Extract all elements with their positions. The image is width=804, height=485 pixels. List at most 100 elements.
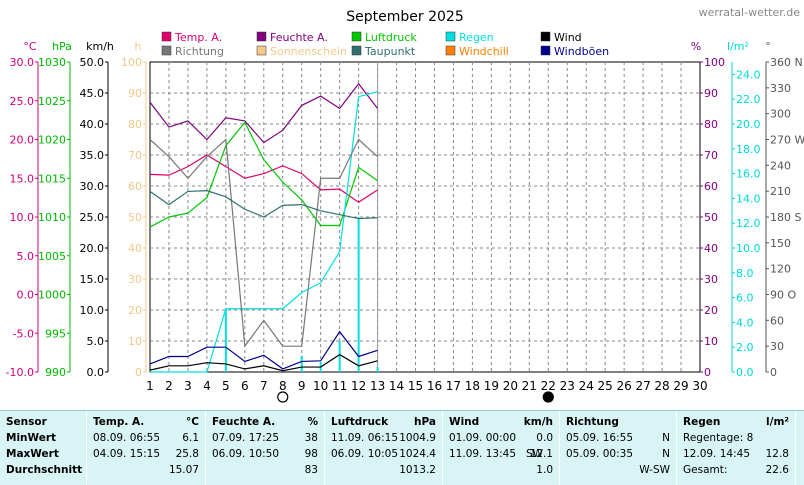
legend-swatch (351, 45, 362, 56)
right-axis-tick-label: 300 (770, 108, 791, 121)
left-axis-tick-label: -5.0 (13, 327, 34, 340)
left-axis-tick-label: 20.0 (10, 134, 35, 147)
left-axis-tick-label: 70 (128, 149, 142, 162)
legend-label: Windchill (459, 45, 509, 58)
x-tick-label: 13 (370, 379, 385, 393)
x-tick-label: 16 (427, 379, 442, 393)
x-tick-label: 21 (522, 379, 537, 393)
left-axis-tick-label: 1000 (38, 289, 66, 302)
wind-max-time: 11.09. 13:45 (449, 448, 516, 460)
series-line-richtung (149, 138, 378, 348)
x-tick-label: 20 (503, 379, 518, 393)
right-axis-tick-label: 4.0 (736, 316, 754, 329)
x-tick-label: 1 (146, 379, 154, 393)
x-tick-label: 10 (313, 379, 328, 393)
x-tick-label: 4 (203, 379, 211, 393)
left-axis-tick-label: 1025 (38, 95, 66, 108)
label-min: MinWert (6, 432, 57, 444)
wind-title: Wind (449, 416, 480, 428)
stats-pressure-column: Luftdruck hPa 11.09. 06:15 1004.9 06.09. 1… (325, 411, 443, 485)
humidity-max-time: 06.09. 10:50 (212, 448, 279, 460)
temp-min-value: 6.1 (182, 432, 199, 444)
stats-temp-column: Temp. A. °C 08.09. 06:55 6.1 04.09. 15:15 2… (87, 411, 206, 485)
label-max: MaxWert (6, 448, 59, 460)
x-tick-label: 2 (165, 379, 173, 393)
pressure-min-time: 11.09. 06:15 (331, 432, 398, 444)
right-axis-unit: ° (765, 40, 771, 53)
x-tick-label: 11 (332, 379, 347, 393)
pressure-avg-value: 1013.2 (399, 464, 436, 476)
axes: 1 2 3 4 5 6 7 8 9 10 11 12 13 14 15 16 17 18 19 20 21 22 23 24 2… (6, 40, 804, 403)
series-line-windb-en (149, 330, 378, 370)
temp-max-value: 25.8 (175, 448, 199, 460)
x-tick-label: 30 (692, 379, 707, 393)
x-tick-label: 12 (351, 379, 366, 393)
right-axis-tick-label: 80 (704, 118, 718, 131)
x-tick-label: 6 (241, 379, 249, 393)
left-axis-tick-label: 30.0 (80, 180, 105, 193)
left-axis-unit: hPa (52, 40, 72, 53)
humidity-min-time: 07.09. 17:25 (212, 432, 279, 444)
legend-label: Sonnenschein (270, 45, 347, 58)
moon-new-icon (542, 391, 554, 403)
left-axis-tick-label: 25.0 (10, 95, 35, 108)
right-axis-tick-label: 50 (704, 211, 718, 224)
humidity-min-value: 38 (304, 432, 318, 444)
left-axis-tick-label: 20 (128, 304, 142, 317)
x-tick-label: 18 (465, 379, 480, 393)
right-axis-tick-label: 30 (770, 340, 784, 353)
left-axis-tick-label: 1030 (38, 56, 66, 69)
left-axis-tick-label: 40 (128, 242, 142, 255)
left-axis-tick-label: 5.0 (87, 335, 105, 348)
x-tick-label: 3 (184, 379, 192, 393)
x-tick-label: 8 (279, 379, 287, 393)
wind-avg-value: 1.0 (536, 464, 553, 476)
left-axis-tick-label: 50.0 (80, 56, 105, 69)
series-line-luftdruck (149, 121, 378, 228)
humidity-avg-value: 83 (304, 464, 318, 476)
right-axis-tick-label: 0 (770, 366, 777, 379)
x-tick-label: 9 (298, 379, 306, 393)
right-axis-tick-label: 360 N (770, 56, 803, 69)
left-axis-tick-label: 15.0 (10, 172, 35, 185)
right-axis-tick-label: 8.0 (736, 267, 754, 280)
right-axis-tick-label: 20 (704, 304, 718, 317)
left-axis-tick-label: 30 (128, 273, 142, 286)
pressure-max-value: 1024.4 (399, 448, 436, 460)
x-tick-label: 29 (673, 379, 688, 393)
right-axis-tick-label: 10.0 (736, 242, 761, 255)
temp-min-time: 08.09. 06:55 (93, 432, 160, 444)
right-axis-tick-label: 22.0 (736, 93, 761, 106)
right-axis-tick-label: 24.0 (736, 68, 761, 81)
x-tick-label: 27 (635, 379, 650, 393)
temp-max-time: 04.09. 15:15 (93, 448, 160, 460)
stats-direction-column: Richtung 05.09. 16:55 N 05.09. 00:35 N W-S… (560, 411, 677, 485)
label-avg: Durchschnitt (6, 464, 83, 476)
series-line-feuchte-a- (149, 82, 379, 144)
legend-swatch (445, 31, 456, 42)
left-axis-tick-label: 80 (128, 118, 142, 131)
series-line-taupunkt (149, 190, 378, 220)
pressure-min-value: 1004.9 (399, 432, 436, 444)
right-axis-unit: % (691, 40, 701, 53)
left-axis-tick-label: 10.0 (10, 211, 35, 224)
weather-chart: September 2025 werratal-wetter.de Temp. … (6, 6, 804, 403)
right-axis-tick-label: 0.0 (736, 366, 754, 379)
legend-label: Regen (459, 31, 494, 44)
series-line-regen (150, 91, 378, 373)
stats-wind-column: Wind km/h 01.09. 00:00 0.0 11.09. 13:45 SW 1… (443, 411, 560, 485)
right-axis-tick-label: 40 (704, 242, 718, 255)
right-axis-tick-label: 30 (704, 273, 718, 286)
right-axis-tick-label: 330 (770, 82, 791, 95)
left-axis-tick-label: 10 (128, 335, 142, 348)
right-axis-tick-label: 240 (770, 159, 791, 172)
left-axis-tick-label: 0.0 (87, 366, 105, 379)
site-name[interactable]: werratal-wetter.de (699, 6, 801, 19)
legend-swatch (161, 31, 172, 42)
stats-rain-column: Regen l/m² Regentage: 8 12.09. 14:45 12.8 … (677, 411, 796, 485)
right-axis-tick-label: 6.0 (736, 292, 754, 305)
temp-avg-value: 15.07 (168, 464, 199, 476)
left-axis-tick-label: 990 (45, 366, 66, 379)
legend-label: Richtung (175, 45, 224, 58)
left-axis-tick-label: 35.0 (80, 149, 105, 162)
